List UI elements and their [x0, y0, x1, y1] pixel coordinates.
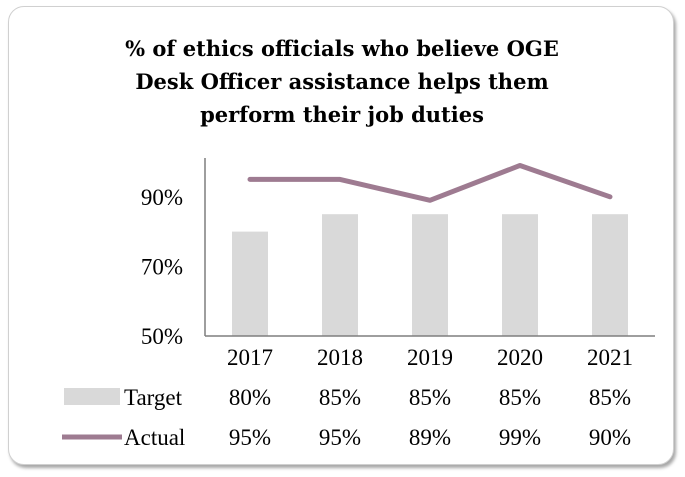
target-bar-2021 — [592, 214, 628, 336]
axes — [204, 158, 655, 337]
y-tick-label: 50% — [141, 324, 183, 349]
actual-line — [247, 162, 613, 203]
actual-line-series — [247, 162, 613, 203]
target-bar-2020 — [502, 214, 538, 336]
table-cell-target-2020: 85% — [499, 385, 541, 410]
x-axis-ticks: 2017 2018 2019 2020 2021 — [227, 345, 633, 370]
y-tick-label: 90% — [141, 185, 183, 210]
data-table: Target Actual 80% 85% 85% 85% 85% 95% 95% 89% 99% 9… — [62, 385, 631, 450]
target-bars — [232, 214, 628, 336]
target-bar-2017 — [232, 231, 268, 336]
legend-label-actual: Actual — [124, 425, 185, 450]
chart-title-line-1: % of ethics officials who believe OGE — [125, 36, 559, 61]
table-cell-actual-2020: 99% — [499, 425, 541, 450]
x-tick-label: 2018 — [317, 345, 363, 370]
table-cell-target-2019: 85% — [409, 385, 451, 410]
target-bar-2018 — [322, 214, 358, 336]
legend-key-target — [64, 388, 120, 405]
table-cell-target-2018: 85% — [319, 385, 361, 410]
chart-title-line-3: perform their job duties — [200, 102, 484, 127]
x-tick-label: 2019 — [407, 345, 453, 370]
table-cell-actual-2019: 89% — [409, 425, 451, 450]
target-bar-2019 — [412, 214, 448, 336]
chart-title: % of ethics officials who believe OGE De… — [125, 36, 559, 127]
y-axis-ticks: 50% 70% 90% — [141, 185, 183, 349]
legend-label-target: Target — [124, 385, 183, 410]
x-tick-label: 2017 — [227, 345, 273, 370]
table-cell-target-2021: 85% — [589, 385, 631, 410]
x-tick-label: 2020 — [497, 345, 543, 370]
x-tick-label: 2021 — [587, 345, 633, 370]
table-cell-target-2017: 80% — [229, 385, 271, 410]
table-cell-actual-2021: 90% — [589, 425, 631, 450]
table-cell-actual-2018: 95% — [319, 425, 361, 450]
table-cell-actual-2017: 95% — [229, 425, 271, 450]
chart-title-line-2: Desk Officer assistance helps them — [135, 69, 548, 94]
y-tick-label: 70% — [141, 254, 183, 279]
